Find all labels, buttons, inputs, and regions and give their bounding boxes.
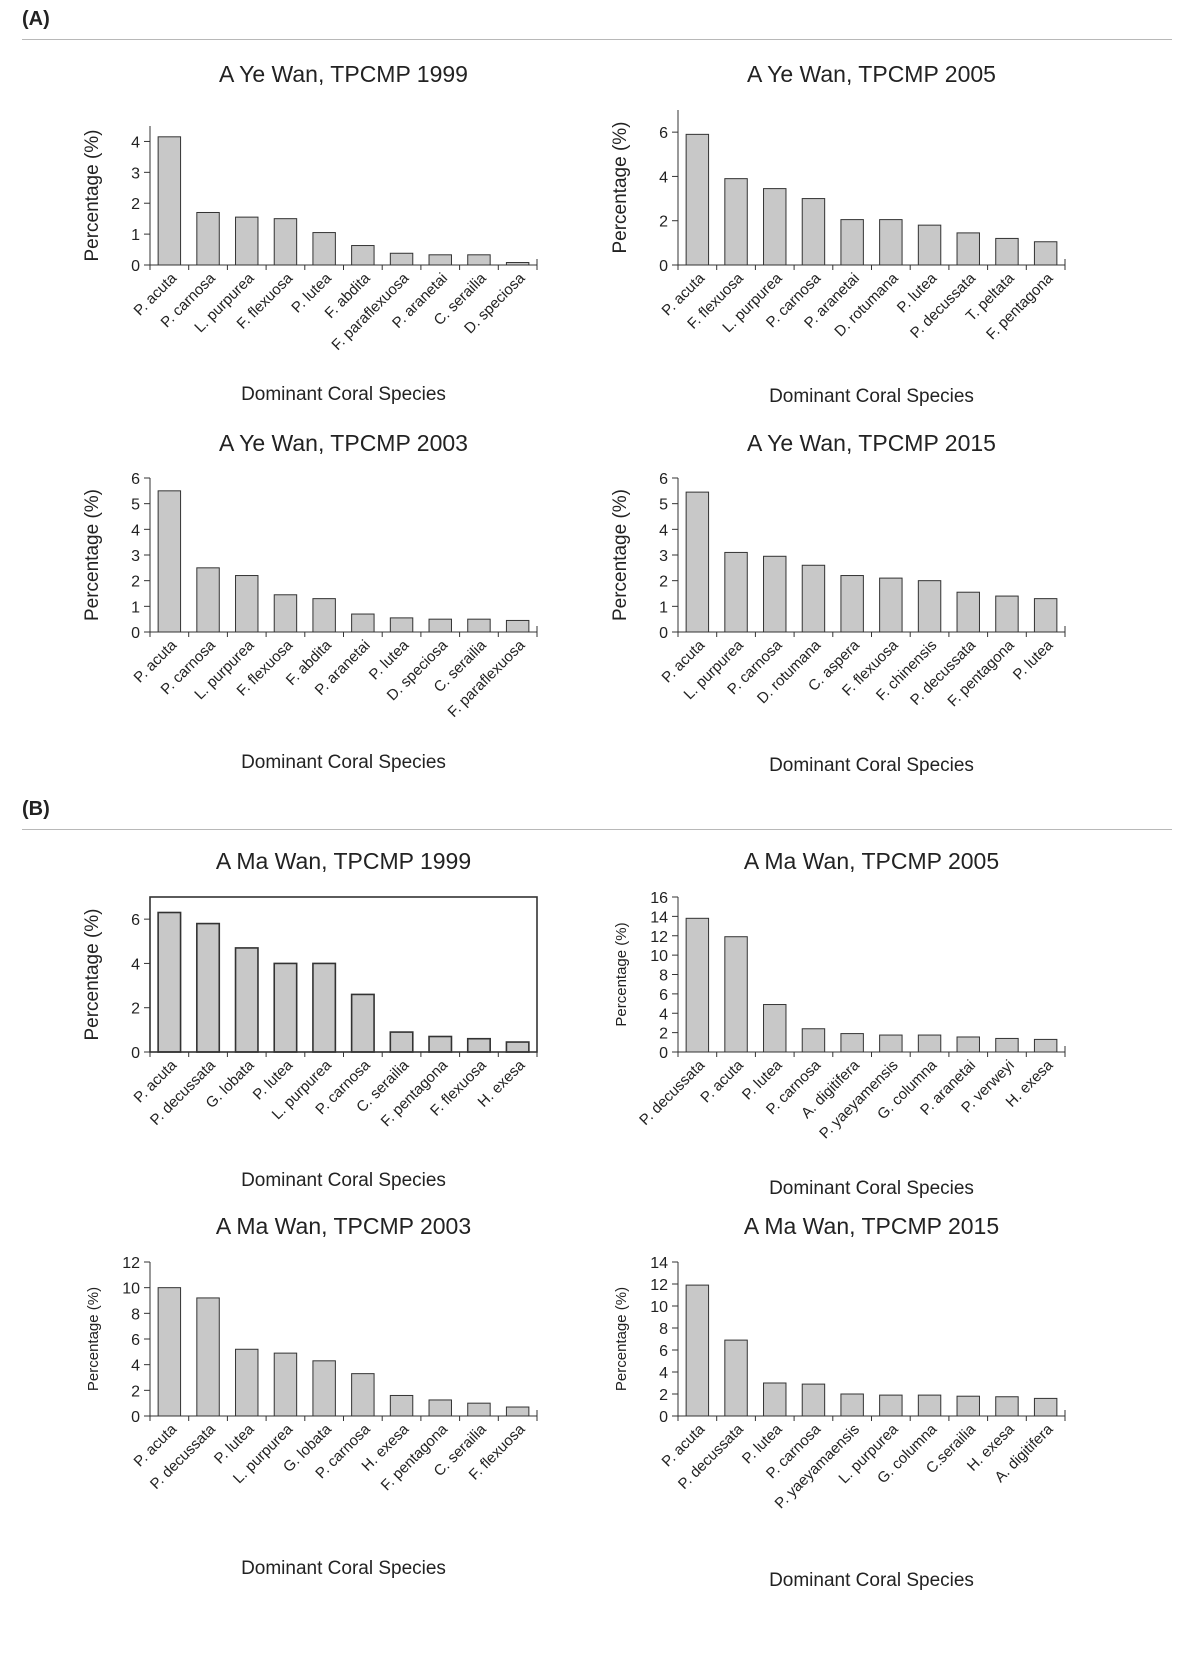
y-tick-label: 5 bbox=[131, 497, 140, 514]
y-tick-label: 6 bbox=[131, 912, 140, 929]
section-a-label: (A) bbox=[22, 8, 50, 30]
y-tick-label: 3 bbox=[659, 548, 668, 565]
y-axis-label: Percentage (%) bbox=[610, 121, 631, 253]
y-tick-label: 2 bbox=[131, 196, 140, 213]
x-axis-label: Dominant Coral Species bbox=[769, 755, 974, 776]
bar bbox=[724, 1339, 748, 1417]
y-tick-label: 4 bbox=[131, 956, 140, 973]
y-tick-label: 0 bbox=[131, 1409, 140, 1426]
y-axis-label: Percentage (%) bbox=[82, 489, 103, 621]
y-axis-label: Percentage (%) bbox=[613, 922, 630, 1026]
y-axis-label: Percentage (%) bbox=[82, 129, 103, 261]
y-tick-label: 4 bbox=[131, 522, 140, 539]
y-tick-label: 6 bbox=[659, 987, 668, 1004]
chart-title: A Ma Wan, TPCMP 2003 bbox=[216, 1213, 471, 1239]
chart-title: A Ma Wan, TPCMP 2005 bbox=[744, 848, 999, 874]
y-tick-label: 2 bbox=[131, 1001, 140, 1018]
chart-title: A Ye Wan, TPCMP 2003 bbox=[219, 430, 468, 456]
y-tick-label: 2 bbox=[659, 1026, 668, 1043]
chart-title: A Ye Wan, TPCMP 2005 bbox=[747, 61, 996, 87]
section-b-label: (B) bbox=[22, 798, 50, 820]
y-tick-label: 10 bbox=[650, 1299, 668, 1316]
x-axis-label: Dominant Coral Species bbox=[241, 752, 446, 773]
y-tick-label: 2 bbox=[659, 214, 668, 231]
y-tick-label: 0 bbox=[131, 258, 140, 275]
bar bbox=[917, 1394, 942, 1417]
y-tick-label: 2 bbox=[131, 574, 140, 591]
x-axis-label: Dominant Coral Species bbox=[769, 1178, 974, 1199]
y-tick-label: 10 bbox=[650, 948, 668, 965]
y-tick-label: 4 bbox=[659, 522, 668, 539]
x-axis-label: Dominant Coral Species bbox=[241, 1170, 446, 1191]
y-tick-label: 3 bbox=[131, 165, 140, 182]
y-tick-label: 6 bbox=[659, 125, 668, 142]
bar bbox=[840, 1393, 864, 1417]
y-tick-label: 1 bbox=[131, 227, 140, 244]
y-tick-label: 1 bbox=[659, 599, 668, 616]
y-tick-label: 8 bbox=[659, 1321, 668, 1338]
y-tick-label: 12 bbox=[122, 1255, 140, 1272]
bar bbox=[763, 1382, 787, 1417]
y-tick-label: 6 bbox=[131, 1332, 140, 1349]
chart-title: A Ye Wan, TPCMP 1999 bbox=[219, 61, 468, 87]
chart-title: A Ma Wan, TPCMP 1999 bbox=[216, 848, 471, 874]
y-tick-label: 6 bbox=[131, 471, 140, 488]
y-tick-label: 8 bbox=[131, 1306, 140, 1323]
chart-title: A Ma Wan, TPCMP 2015 bbox=[744, 1213, 999, 1239]
y-tick-label: 4 bbox=[659, 1365, 668, 1382]
y-tick-label: 16 bbox=[650, 890, 668, 907]
y-tick-label: 10 bbox=[122, 1281, 140, 1298]
y-tick-label: 2 bbox=[659, 574, 668, 591]
y-tick-label: 0 bbox=[131, 625, 140, 642]
bar bbox=[879, 1394, 903, 1417]
bar bbox=[956, 1395, 980, 1417]
section-b-rule bbox=[22, 829, 1172, 830]
y-tick-label: 8 bbox=[659, 968, 668, 985]
bar bbox=[1033, 1397, 1058, 1417]
y-tick-label: 14 bbox=[650, 1255, 668, 1272]
x-axis-label: Dominant Coral Species bbox=[769, 1570, 974, 1591]
x-axis-label: Dominant Coral Species bbox=[769, 386, 974, 407]
y-axis-label: Percentage (%) bbox=[82, 908, 103, 1040]
y-tick-label: 1 bbox=[131, 599, 140, 616]
y-tick-label: 12 bbox=[650, 1277, 668, 1294]
y-tick-label: 0 bbox=[659, 258, 668, 275]
y-tick-label: 0 bbox=[659, 1409, 668, 1426]
y-tick-label: 4 bbox=[131, 134, 140, 151]
y-tick-label: 4 bbox=[659, 1006, 668, 1023]
y-tick-label: 5 bbox=[659, 497, 668, 514]
y-tick-label: 0 bbox=[659, 625, 668, 642]
y-tick-label: 14 bbox=[650, 909, 668, 926]
chart-title: A Ye Wan, TPCMP 2015 bbox=[747, 430, 996, 456]
y-tick-label: 2 bbox=[131, 1383, 140, 1400]
y-tick-label: 2 bbox=[659, 1387, 668, 1404]
y-tick-label: 3 bbox=[131, 548, 140, 565]
y-tick-label: 12 bbox=[650, 929, 668, 946]
x-axis-label: Dominant Coral Species bbox=[241, 384, 446, 405]
y-axis-label: Percentage (%) bbox=[85, 1287, 102, 1391]
y-axis-label: Percentage (%) bbox=[610, 489, 631, 621]
y-tick-label: 6 bbox=[659, 1343, 668, 1360]
y-tick-label: 0 bbox=[131, 1045, 140, 1062]
y-tick-label: 0 bbox=[659, 1045, 668, 1062]
bar bbox=[685, 1284, 710, 1417]
x-axis-label: Dominant Coral Species bbox=[241, 1558, 446, 1579]
bar bbox=[801, 1383, 826, 1417]
y-tick-label: 6 bbox=[659, 471, 668, 488]
y-tick-label: 4 bbox=[659, 169, 668, 186]
bar bbox=[995, 1396, 1019, 1417]
section-a-rule bbox=[22, 39, 1172, 40]
y-axis-label: Percentage (%) bbox=[613, 1287, 630, 1391]
y-tick-label: 4 bbox=[131, 1358, 140, 1375]
